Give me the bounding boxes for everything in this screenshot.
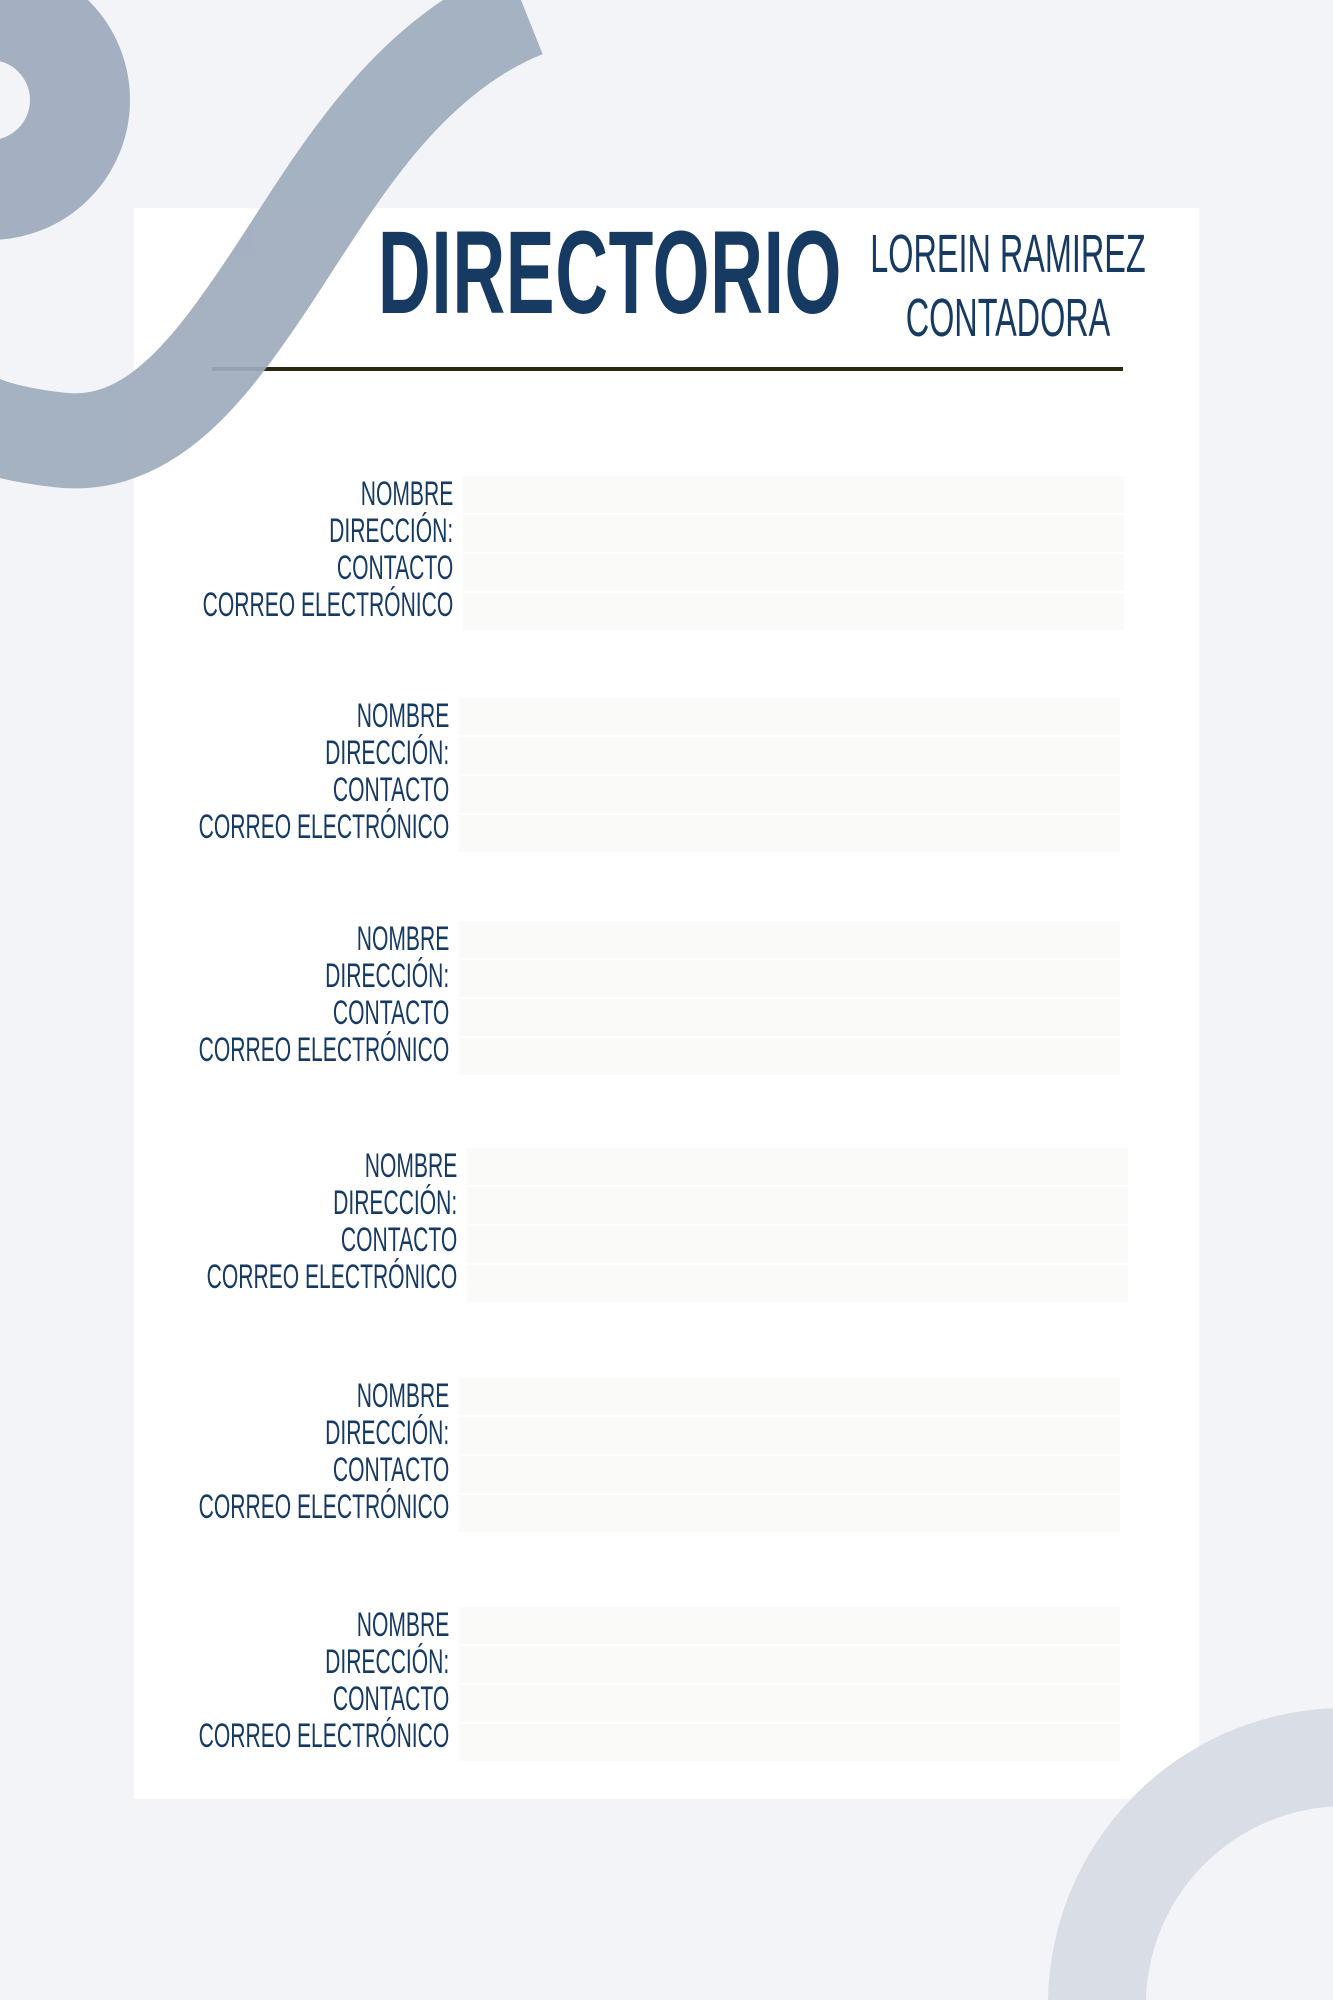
- field-address[interactable]: [459, 1646, 1120, 1683]
- field-contact[interactable]: [459, 1685, 1120, 1722]
- label-name: NOMBRE: [356, 1606, 449, 1644]
- field-email[interactable]: [459, 815, 1120, 852]
- field-address[interactable]: [463, 515, 1124, 552]
- label-email: CORREO ELECTRÓNICO: [198, 1031, 449, 1069]
- label-contact: CONTACTO: [332, 771, 449, 809]
- label-address: DIRECCIÓN:: [324, 734, 449, 772]
- directory-entry: NOMBRE DIRECCIÓN: CONTACTO CORREO ELECTRÓNI…: [130, 698, 1130, 854]
- field-name[interactable]: [459, 1607, 1120, 1644]
- directory-entry: NOMBRE DIRECCIÓN: CONTACTO CORREO ELECTRÓNI…: [130, 1378, 1130, 1534]
- field-contact[interactable]: [459, 999, 1120, 1036]
- directory-entry: NOMBRE DIRECCIÓN: CONTACTO CORREO ELECTRÓNI…: [130, 1607, 1130, 1763]
- field-name[interactable]: [463, 476, 1124, 513]
- field-email[interactable]: [459, 1724, 1120, 1761]
- page-title: DIRECTORIO: [377, 207, 843, 339]
- label-email: CORREO ELECTRÓNICO: [206, 1258, 457, 1296]
- directory-entry: NOMBRE DIRECCIÓN: CONTACTO CORREO ELECTRÓNI…: [138, 1148, 1138, 1304]
- entry-fields: [463, 476, 1124, 632]
- label-email: CORREO ELECTRÓNICO: [198, 1717, 449, 1755]
- label-email: CORREO ELECTRÓNICO: [198, 1488, 449, 1526]
- label-contact: CONTACTO: [332, 1451, 449, 1489]
- header-divider: [212, 367, 1123, 371]
- label-address: DIRECCIÓN:: [324, 957, 449, 995]
- owner-role: CONTADORA: [905, 288, 1111, 348]
- entry-labels: NOMBRE DIRECCIÓN: CONTACTO CORREO ELECTRÓNI…: [45, 1607, 449, 1755]
- label-contact: CONTACTO: [332, 994, 449, 1032]
- entry-fields: [467, 1148, 1128, 1304]
- label-email: CORREO ELECTRÓNICO: [198, 808, 449, 846]
- entry-fields: [459, 698, 1120, 854]
- label-contact: CONTACTO: [336, 549, 453, 587]
- field-address[interactable]: [467, 1187, 1128, 1224]
- label-name: NOMBRE: [364, 1147, 457, 1185]
- label-name: NOMBRE: [356, 697, 449, 735]
- field-email[interactable]: [459, 1495, 1120, 1532]
- label-address: DIRECCIÓN:: [324, 1643, 449, 1681]
- directory-entry: NOMBRE DIRECCIÓN: CONTACTO CORREO ELECTRÓNI…: [134, 476, 1134, 632]
- entry-labels: NOMBRE DIRECCIÓN: CONTACTO CORREO ELECTRÓNI…: [53, 1148, 457, 1296]
- entry-fields: [459, 1378, 1120, 1534]
- label-name: NOMBRE: [356, 1377, 449, 1415]
- field-contact[interactable]: [463, 554, 1124, 591]
- field-name[interactable]: [459, 1378, 1120, 1415]
- label-address: DIRECCIÓN:: [324, 1414, 449, 1452]
- entry-labels: NOMBRE DIRECCIÓN: CONTACTO CORREO ELECTRÓNI…: [45, 921, 449, 1069]
- field-contact[interactable]: [459, 1456, 1120, 1493]
- field-address[interactable]: [459, 960, 1120, 997]
- field-name[interactable]: [459, 921, 1120, 958]
- field-name[interactable]: [459, 698, 1120, 735]
- entry-labels: NOMBRE DIRECCIÓN: CONTACTO CORREO ELECTRÓNI…: [45, 1378, 449, 1526]
- label-name: NOMBRE: [356, 920, 449, 958]
- label-contact: CONTACTO: [332, 1680, 449, 1718]
- label-address: DIRECCIÓN:: [328, 512, 453, 550]
- field-name[interactable]: [467, 1148, 1128, 1185]
- field-address[interactable]: [459, 737, 1120, 774]
- field-email[interactable]: [459, 1038, 1120, 1075]
- owner-name: LOREIN RAMIREZ: [870, 224, 1146, 284]
- entry-labels: NOMBRE DIRECCIÓN: CONTACTO CORREO ELECTRÓNI…: [45, 698, 449, 846]
- label-email: CORREO ELECTRÓNICO: [202, 586, 453, 624]
- entry-fields: [459, 1607, 1120, 1763]
- owner-info: LOREIN RAMIREZ CONTADORA: [778, 222, 1237, 350]
- label-contact: CONTACTO: [340, 1221, 457, 1259]
- field-address[interactable]: [459, 1417, 1120, 1454]
- directory-entry: NOMBRE DIRECCIÓN: CONTACTO CORREO ELECTRÓNI…: [130, 921, 1130, 1077]
- entry-labels: NOMBRE DIRECCIÓN: CONTACTO CORREO ELECTRÓNI…: [49, 476, 453, 624]
- field-contact[interactable]: [459, 776, 1120, 813]
- field-email[interactable]: [463, 593, 1124, 630]
- label-address: DIRECCIÓN:: [332, 1184, 457, 1222]
- field-contact[interactable]: [467, 1226, 1128, 1263]
- ring-shape-top-left: [0, 0, 130, 240]
- label-name: NOMBRE: [360, 475, 453, 513]
- field-email[interactable]: [467, 1265, 1128, 1302]
- entry-fields: [459, 921, 1120, 1077]
